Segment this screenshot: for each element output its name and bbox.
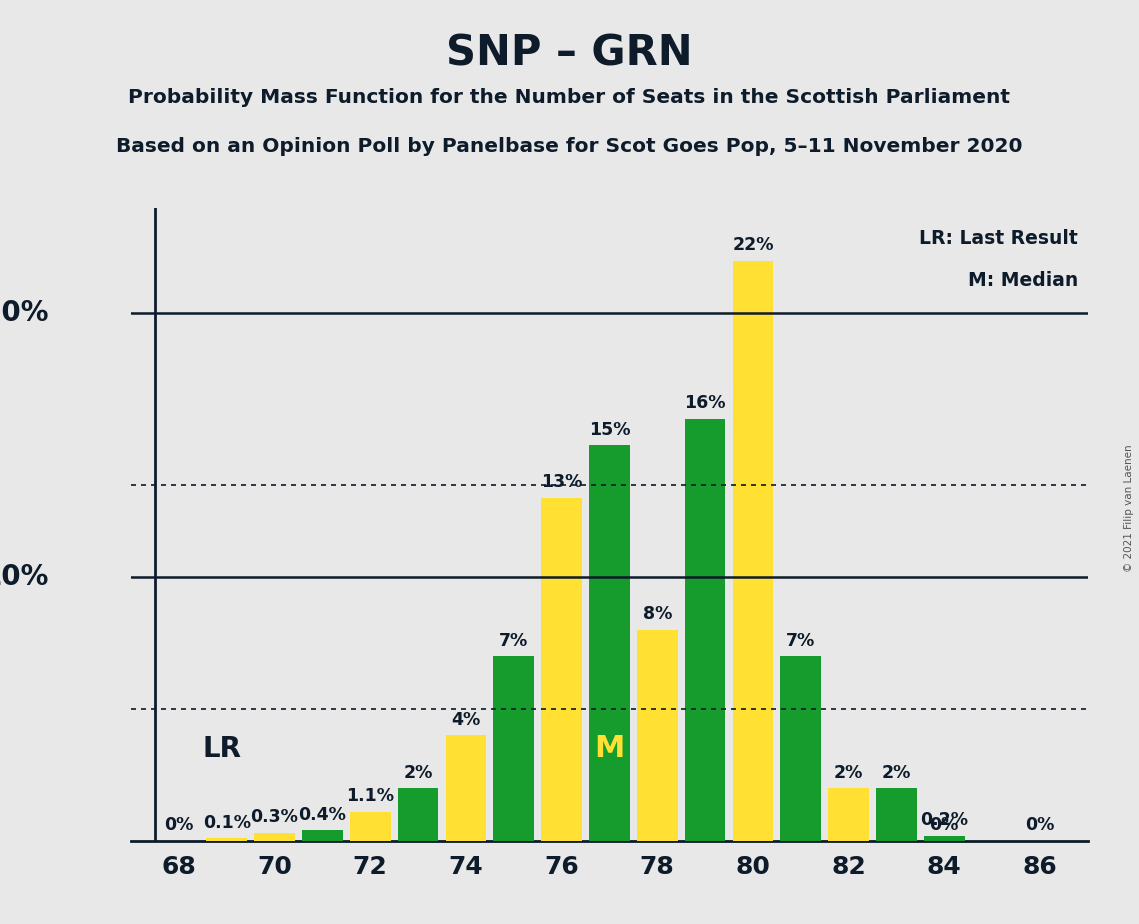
Bar bbox=[541, 498, 582, 841]
Text: 0.1%: 0.1% bbox=[203, 814, 251, 832]
Text: 1.1%: 1.1% bbox=[346, 787, 394, 805]
Bar bbox=[589, 445, 630, 841]
Text: 10%: 10% bbox=[0, 563, 50, 591]
Text: © 2021 Filip van Laenen: © 2021 Filip van Laenen bbox=[1124, 444, 1133, 572]
Text: 0%: 0% bbox=[929, 816, 959, 834]
Bar bbox=[254, 833, 295, 841]
Bar bbox=[206, 838, 247, 841]
Bar bbox=[828, 788, 869, 841]
Bar bbox=[637, 630, 678, 841]
Bar bbox=[302, 831, 343, 841]
Text: 13%: 13% bbox=[541, 473, 582, 492]
Text: 0%: 0% bbox=[1025, 816, 1055, 834]
Bar bbox=[685, 419, 726, 841]
Bar bbox=[398, 788, 439, 841]
Text: 0.3%: 0.3% bbox=[251, 808, 298, 826]
Bar bbox=[924, 835, 965, 841]
Text: Based on an Opinion Poll by Panelbase for Scot Goes Pop, 5–11 November 2020: Based on an Opinion Poll by Panelbase fo… bbox=[116, 137, 1023, 156]
Bar bbox=[493, 656, 534, 841]
Bar bbox=[732, 261, 773, 841]
Text: M: M bbox=[595, 734, 624, 763]
Text: 0%: 0% bbox=[164, 816, 194, 834]
Bar bbox=[876, 788, 917, 841]
Text: LR: Last Result: LR: Last Result bbox=[919, 229, 1079, 248]
Text: 2%: 2% bbox=[882, 763, 911, 782]
Text: Probability Mass Function for the Number of Seats in the Scottish Parliament: Probability Mass Function for the Number… bbox=[129, 88, 1010, 107]
Text: 0.2%: 0.2% bbox=[920, 811, 968, 829]
Text: 0.4%: 0.4% bbox=[298, 806, 346, 823]
Text: 15%: 15% bbox=[589, 420, 630, 439]
Text: 2%: 2% bbox=[403, 763, 433, 782]
Text: 2%: 2% bbox=[834, 763, 863, 782]
Text: SNP – GRN: SNP – GRN bbox=[446, 32, 693, 74]
Text: 4%: 4% bbox=[451, 711, 481, 729]
Text: M: Median: M: Median bbox=[968, 272, 1079, 290]
Text: 16%: 16% bbox=[685, 395, 726, 412]
Text: 7%: 7% bbox=[499, 632, 528, 650]
Text: 8%: 8% bbox=[642, 605, 672, 624]
Bar bbox=[445, 736, 486, 841]
Bar bbox=[350, 812, 391, 841]
Text: 20%: 20% bbox=[0, 299, 50, 327]
Text: 22%: 22% bbox=[732, 236, 773, 254]
Bar bbox=[780, 656, 821, 841]
Text: 7%: 7% bbox=[786, 632, 816, 650]
Text: LR: LR bbox=[203, 735, 241, 762]
